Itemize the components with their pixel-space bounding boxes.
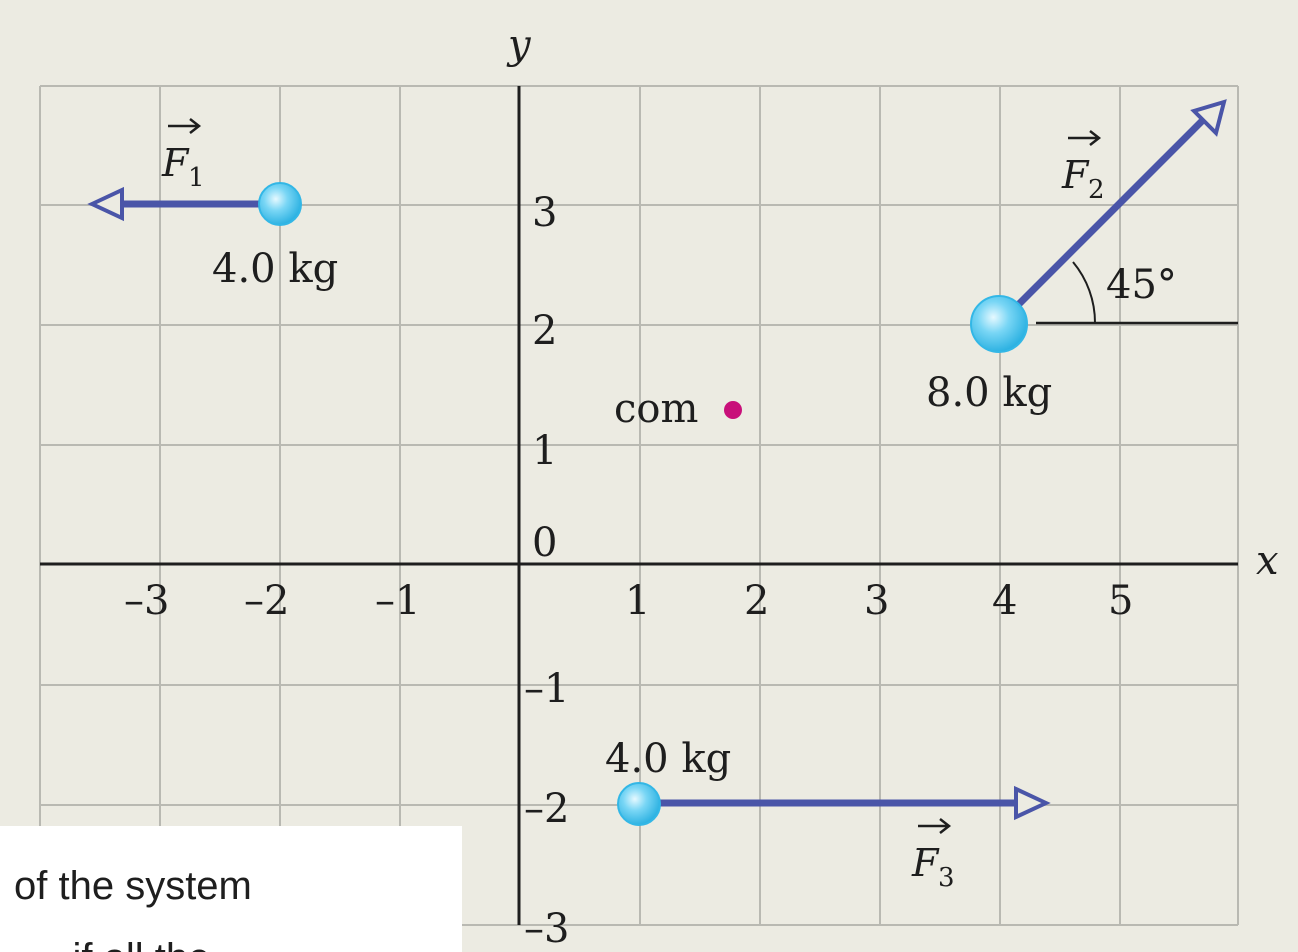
x-axis-label: x <box>1256 538 1279 584</box>
y-tick-label: 2 <box>532 308 557 354</box>
svg-text:F: F <box>1061 153 1090 197</box>
y-tick-label: 3 <box>532 190 557 236</box>
mass-ball <box>970 295 1028 353</box>
y-tick-label: –2 <box>524 786 569 832</box>
mass-ball <box>617 782 661 826</box>
y-tick-label: –3 <box>524 906 569 952</box>
y-tick-label: 1 <box>532 428 557 474</box>
mass-label: 4.0 kg <box>212 246 338 292</box>
caption-panel: of the system ... if all the... <box>0 826 462 952</box>
svg-text:2: 2 <box>1088 175 1105 205</box>
svg-text:1: 1 <box>188 163 205 193</box>
caption-line: of the system <box>14 864 252 908</box>
com-dot <box>724 401 742 419</box>
angle-label: 45° <box>1106 262 1177 308</box>
x-tick-label: –3 <box>124 578 169 624</box>
mass-label: 4.0 kg <box>605 736 731 782</box>
force-label-f2: F 2 <box>1061 130 1105 205</box>
force-arrow-f2 <box>997 99 1227 326</box>
com-label: com <box>614 386 698 432</box>
x-tick-label: 5 <box>1108 578 1133 624</box>
y-tick-label: 0 <box>532 520 557 566</box>
force-label-f3: F 3 <box>911 818 955 893</box>
force-label-f1: F 1 <box>161 118 205 193</box>
svg-text:3: 3 <box>938 863 955 893</box>
x-tick-label: 4 <box>992 578 1017 624</box>
y-tick-label: –1 <box>524 666 569 712</box>
mass-label: 8.0 kg <box>926 370 1052 416</box>
y-axis-label: y <box>506 22 532 68</box>
x-tick-label: 3 <box>864 578 889 624</box>
caption-line: ... if all the... <box>28 936 244 952</box>
x-tick-label: 1 <box>625 578 650 624</box>
mass-ball <box>258 182 302 226</box>
force-arrow-f1 <box>87 186 282 222</box>
x-tick-label: –2 <box>244 578 289 624</box>
x-tick-label: 2 <box>744 578 769 624</box>
x-tick-label: –1 <box>375 578 420 624</box>
svg-text:F: F <box>911 841 940 885</box>
force-arrow-f3 <box>656 785 1051 821</box>
angle-arc <box>1072 261 1097 324</box>
svg-text:F: F <box>161 141 190 185</box>
